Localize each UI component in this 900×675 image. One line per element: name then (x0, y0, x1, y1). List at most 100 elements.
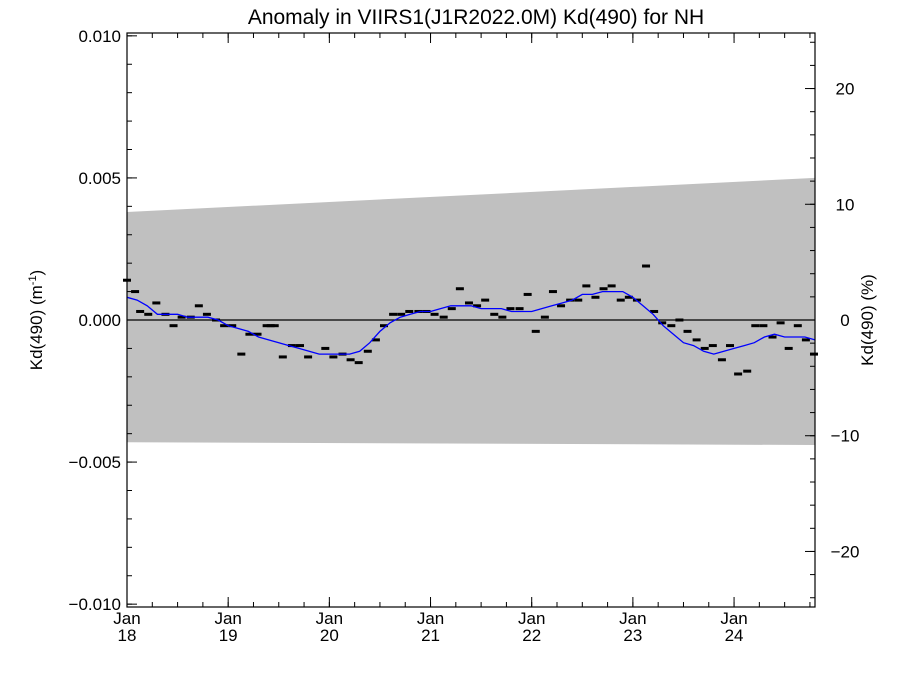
x-tick-label-year: 18 (118, 626, 137, 645)
labels-layer: Anomaly in VIIRS1(J1R2022.0M) Kd(490) fo… (27, 6, 877, 370)
anomaly-point (717, 358, 726, 362)
anomaly-point (144, 312, 153, 316)
anomaly-point (266, 324, 275, 328)
anomaly-point (464, 301, 473, 305)
anomaly-point (523, 292, 532, 296)
x-tick-label-month: Jan (720, 609, 747, 628)
anomaly-point (371, 338, 380, 342)
anomaly-point (642, 264, 651, 268)
anomaly-point (270, 324, 279, 328)
x-tick-label-month: Jan (316, 609, 343, 628)
anomaly-point (262, 324, 271, 328)
x-tick-label-year: 21 (421, 626, 440, 645)
anomaly-point (498, 315, 507, 319)
anomaly-point (329, 355, 338, 359)
anomaly-point (540, 315, 549, 319)
x-tick-label-month: Jan (518, 609, 545, 628)
anomaly-point (202, 312, 211, 316)
confidence-band-layer (127, 177, 815, 446)
anomaly-point (743, 369, 752, 373)
anomaly-point (321, 346, 330, 350)
anomaly-point (169, 324, 178, 328)
anomaly-point (363, 349, 372, 353)
anomaly-point (430, 312, 439, 316)
anomaly-point (548, 290, 557, 294)
anomaly-point (793, 324, 802, 328)
y-axis-left-label: Kd(490) (m-1) (27, 270, 46, 370)
anomaly-point (624, 295, 633, 299)
x-tick-label-month: Jan (619, 609, 646, 628)
x-tick-label-year: 20 (320, 626, 339, 645)
anomaly-point (650, 309, 659, 313)
anomaly-point (801, 338, 810, 342)
x-tick-label-year: 22 (522, 626, 541, 645)
y-right-tick-label: −20 (831, 542, 860, 561)
anomaly-point (278, 355, 287, 359)
anomaly-point (136, 309, 145, 313)
anomaly-point (607, 284, 616, 288)
anomaly-point (228, 324, 237, 328)
anomaly-point (439, 315, 448, 319)
anomaly-point (447, 307, 456, 311)
anomaly-point (683, 329, 692, 333)
x-tick-label-month: Jan (113, 609, 140, 628)
anomaly-point (692, 338, 701, 342)
anomaly-point (574, 298, 583, 302)
anomaly-point (304, 355, 313, 359)
anomaly-point (346, 358, 355, 362)
y-left-tick-label: −0.010 (69, 595, 121, 614)
x-tick-label-month: Jan (214, 609, 241, 628)
anomaly-point (490, 312, 499, 316)
x-tick-label-year: 19 (219, 626, 238, 645)
anomaly-point (379, 324, 388, 328)
anomaly-point (616, 298, 625, 302)
confidence-band (127, 177, 815, 446)
x-tick-label-month: Jan (417, 609, 444, 628)
anomaly-point (354, 361, 363, 365)
anomaly-point (726, 344, 735, 348)
y-right-tick-label: 20 (836, 80, 855, 99)
anomaly-point (582, 284, 591, 288)
anomaly-point (473, 304, 482, 308)
anomaly-point (397, 312, 406, 316)
axes-layer: 0.010 0.005 0.000 −0.005 −0.010 20 10 0 −10 −20 Ja… (69, 27, 860, 645)
anomaly-point (481, 298, 490, 302)
anomaly-point (177, 315, 186, 319)
anomaly-point (220, 324, 229, 328)
y-right-tick-label: −10 (831, 427, 860, 446)
anomaly-point (245, 332, 254, 336)
anomaly-point (287, 344, 296, 348)
anomaly-point (131, 290, 140, 294)
anomaly-point (667, 324, 676, 328)
anomaly-point (237, 352, 246, 356)
y-left-tick-label: 0.005 (78, 169, 121, 188)
anomaly-point (455, 287, 464, 291)
anomaly-point (591, 295, 600, 299)
anomaly-point (515, 307, 524, 311)
anomaly-point (734, 372, 743, 376)
anomaly-point (531, 329, 540, 333)
anomaly-point (675, 318, 684, 322)
chart-title: Anomaly in VIIRS1(J1R2022.0M) Kd(490) fo… (248, 6, 704, 29)
y-left-tick-label: −0.005 (69, 453, 121, 472)
anomaly-point (700, 346, 709, 350)
x-tick-label-year: 24 (725, 626, 744, 645)
anomaly-point (768, 335, 777, 339)
y-right-tick-label: 0 (840, 311, 849, 330)
anomaly-point (405, 309, 414, 313)
y-left-tick-label: 0.010 (78, 27, 121, 46)
anomaly-point (557, 304, 566, 308)
running-mean-layer (126, 290, 816, 355)
anomaly-point (389, 312, 398, 316)
anomaly-point (296, 344, 305, 348)
anomaly-point (751, 324, 760, 328)
monthly-anomaly-layer (123, 264, 818, 376)
anomaly-point (658, 321, 667, 325)
anomaly-point (506, 307, 515, 311)
anomaly-point (194, 304, 203, 308)
anomaly-point (809, 352, 818, 356)
y-left-tick-label: 0.000 (78, 311, 121, 330)
y-axis-right-label: Kd(490) (%) (858, 274, 877, 366)
